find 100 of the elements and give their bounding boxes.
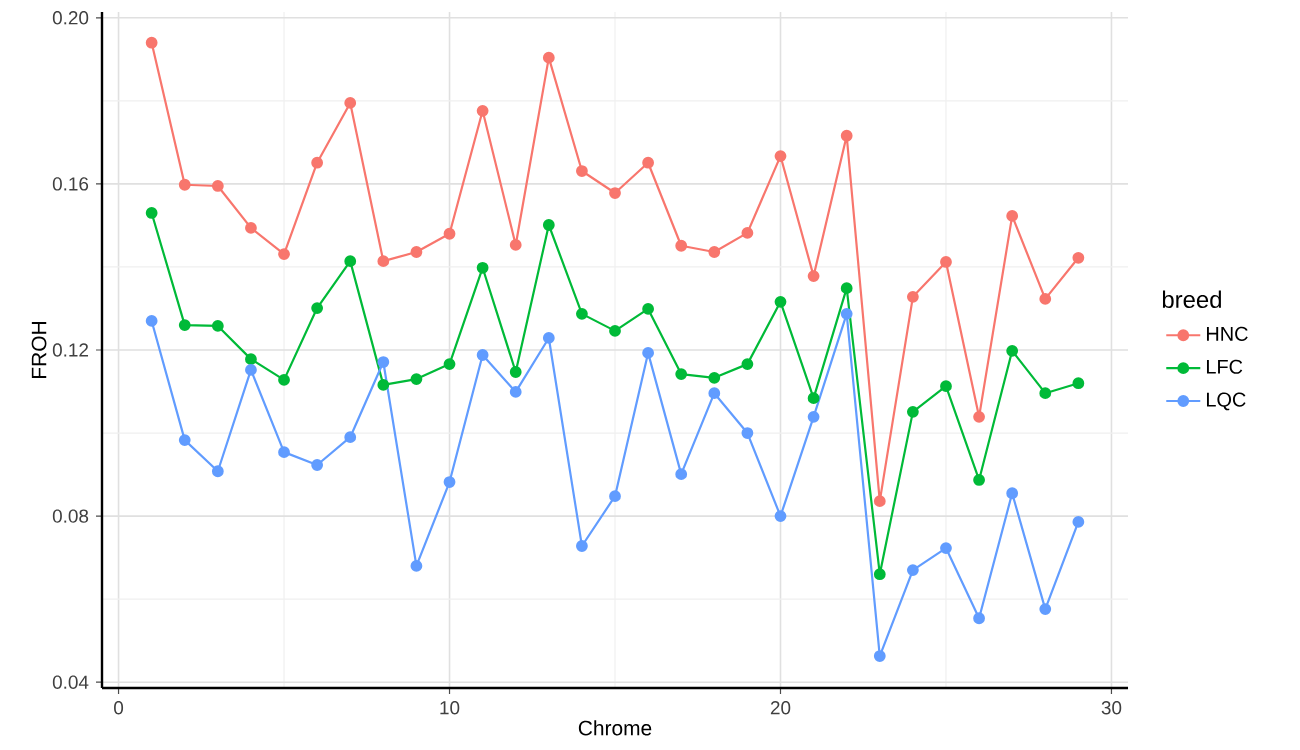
point	[873, 495, 886, 508]
y-tick-label: 0.20	[52, 11, 89, 25]
point	[609, 187, 621, 199]
point	[973, 410, 985, 423]
point	[344, 97, 357, 109]
point	[940, 380, 952, 393]
point	[344, 255, 357, 268]
point	[906, 405, 919, 418]
point	[278, 248, 290, 260]
point	[509, 386, 522, 398]
point	[906, 290, 919, 303]
point	[774, 510, 787, 522]
point	[1006, 344, 1019, 357]
y-tick-label: 0.08	[52, 509, 89, 523]
point	[973, 474, 985, 486]
point	[807, 392, 820, 405]
point	[609, 490, 621, 503]
point	[311, 302, 324, 314]
point	[708, 246, 721, 258]
point	[377, 356, 390, 368]
point	[741, 358, 754, 371]
point	[178, 319, 191, 331]
point	[476, 261, 489, 274]
point	[245, 222, 257, 234]
point	[278, 446, 290, 459]
point	[211, 465, 224, 478]
point	[542, 219, 555, 231]
legend-label: LFC	[1206, 359, 1243, 374]
point	[443, 476, 456, 488]
y-tick-label: 0.16	[52, 177, 89, 191]
point	[311, 459, 324, 471]
point	[1039, 603, 1052, 616]
point	[840, 129, 853, 142]
point	[642, 347, 655, 359]
point	[973, 612, 985, 625]
point	[211, 180, 224, 192]
point	[410, 560, 423, 572]
point	[807, 270, 820, 282]
point	[741, 427, 754, 439]
point	[509, 366, 522, 378]
point	[278, 373, 290, 386]
x-tick-label: 30	[1101, 701, 1122, 715]
point	[940, 256, 952, 268]
point	[410, 246, 423, 258]
point	[178, 178, 191, 191]
point	[1072, 251, 1085, 264]
point	[840, 282, 853, 295]
point	[675, 468, 688, 481]
x-tick-label: 10	[440, 701, 460, 715]
point	[642, 302, 655, 315]
point	[377, 378, 390, 391]
point	[675, 368, 688, 380]
point	[807, 410, 820, 423]
point	[344, 431, 357, 444]
point	[542, 51, 555, 64]
point	[609, 324, 621, 337]
point	[642, 156, 655, 169]
point	[410, 373, 423, 385]
point	[509, 239, 522, 251]
point	[1072, 377, 1085, 390]
point	[873, 650, 886, 662]
point	[377, 255, 390, 268]
point	[145, 36, 158, 49]
legend-label: LQC	[1206, 392, 1246, 411]
point	[145, 207, 158, 219]
point	[774, 150, 787, 162]
point	[1006, 209, 1019, 222]
point	[1039, 293, 1052, 305]
point	[576, 307, 588, 320]
y-tick-label: 0.12	[52, 343, 89, 357]
x-tick-label: 20	[770, 701, 791, 715]
point	[675, 239, 688, 252]
point	[774, 295, 787, 308]
point	[211, 320, 224, 332]
point	[476, 104, 489, 117]
point	[443, 227, 456, 240]
point	[741, 227, 754, 239]
point	[708, 387, 721, 400]
x-axis-title: Chrome	[578, 720, 652, 736]
point	[576, 165, 588, 177]
point	[1039, 387, 1052, 400]
point	[245, 353, 257, 366]
point	[840, 307, 853, 320]
y-axis-title: FROH	[31, 322, 47, 378]
point	[873, 568, 886, 581]
point	[708, 371, 721, 384]
point	[245, 364, 257, 376]
y-tick-label: 0.04	[52, 675, 89, 689]
point	[1006, 487, 1019, 500]
legend-label: HNC	[1206, 326, 1248, 341]
point	[1072, 516, 1085, 528]
legend-title: breed	[1162, 290, 1221, 309]
point	[178, 434, 191, 447]
point	[476, 349, 489, 361]
point	[311, 156, 324, 169]
x-tick-label: 0	[114, 701, 124, 715]
point	[145, 315, 158, 327]
point	[906, 564, 919, 576]
point	[542, 332, 555, 344]
point	[576, 540, 588, 552]
